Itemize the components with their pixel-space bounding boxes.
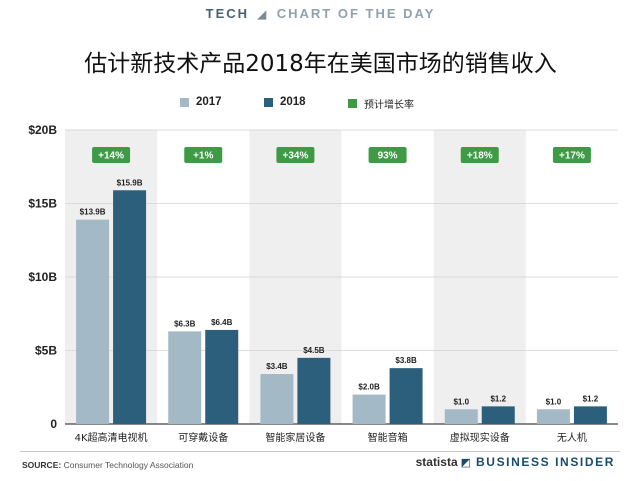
growth-label-3: 93% [378, 151, 398, 162]
x-tick-label-5: 无人机 [557, 431, 587, 444]
data-label-2017-4: $1.0 [453, 397, 469, 406]
y-tick-label-1: $5B [35, 344, 57, 358]
brand-logos: statista ◩ BUSINESS INSIDER [416, 455, 615, 469]
bar-2017-0 [76, 219, 110, 424]
legend-swatch-growth [348, 99, 357, 108]
chart-of-the-day-header: TECH ◢ CHART OF THE DAY [0, 6, 641, 21]
footer-divider [20, 451, 620, 452]
legend-swatch-2018 [264, 97, 273, 107]
bar-2018-3 [389, 368, 423, 424]
y-tick-label-2: $10B [28, 270, 57, 284]
bar-2017-3 [352, 394, 386, 424]
data-label-2018-4: $1.2 [490, 394, 506, 403]
bar-2018-4 [481, 406, 515, 424]
growth-badge-0 [92, 147, 131, 163]
source-text: Consumer Technology Association [63, 460, 194, 470]
legend-label-2018: 2018 [280, 96, 306, 108]
legend-label-2017: 2017 [196, 96, 222, 108]
growth-badge-3 [368, 147, 407, 163]
data-label-2018-0: $15.9B [117, 178, 143, 187]
growth-badge-2 [276, 147, 315, 163]
y-tick-label-4: $20B [28, 123, 57, 137]
header-chart-of-the-day: CHART OF THE DAY [276, 6, 436, 21]
data-label-2017-2: $3.4B [266, 362, 288, 371]
data-label-2018-2: $4.5B [303, 346, 325, 355]
header-separator-icon: ◢ [257, 9, 269, 21]
data-label-2017-1: $6.3B [174, 319, 196, 328]
header-tech: TECH [205, 6, 250, 21]
data-label-2018-3: $3.8B [395, 356, 417, 365]
x-tick-label-0: 4K超高清电视机 [75, 431, 148, 444]
legend-item-2017: 2017 [180, 96, 222, 108]
bar-2017-5 [536, 409, 570, 424]
growth-label-4: +18% [467, 151, 493, 162]
statista-wave-icon: ◩ [460, 456, 472, 469]
bar-2018-1 [205, 329, 239, 424]
data-label-2017-5: $1.0 [546, 397, 562, 406]
statista-logo: statista [415, 455, 458, 469]
business-insider-logo: BUSINESS INSIDER [476, 455, 615, 469]
growth-label-5: +17% [559, 151, 585, 162]
legend-item-growth: 预计增长率 [348, 96, 414, 111]
growth-badge-4 [460, 147, 499, 163]
x-tick-label-3: 智能音箱 [368, 431, 408, 444]
growth-badge-1 [184, 147, 223, 163]
bar-2018-5 [573, 406, 607, 424]
growth-badge-5 [552, 147, 591, 163]
bar-2017-4 [444, 409, 478, 424]
bar-2018-2 [297, 357, 331, 424]
legend-label-growth: 预计增长率 [364, 100, 414, 111]
bar-2018-0 [113, 190, 147, 424]
growth-label-0: +14% [98, 151, 124, 162]
data-label-2017-0: $13.9B [80, 208, 106, 217]
legend-item-2018: 2018 [264, 96, 306, 108]
bar-2017-2 [260, 374, 294, 424]
x-tick-label-2: 智能家居设备 [265, 431, 325, 444]
x-tick-label-4: 虚拟现实设备 [450, 431, 510, 444]
growth-label-1: +1% [193, 151, 213, 162]
y-tick-label-0: 0 [50, 417, 57, 431]
y-tick-label-3: $15B [28, 197, 57, 211]
data-label-2018-5: $1.2 [583, 394, 599, 403]
data-label-2017-3: $2.0B [358, 383, 380, 392]
chart-title: 估计新技术产品2018年在美国市场的销售收入 [84, 51, 557, 77]
x-tick-label-1: 可穿戴设备 [178, 431, 228, 444]
growth-label-2: +34% [282, 151, 308, 162]
data-label-2018-1: $6.4B [211, 318, 233, 327]
source-label: SOURCE: [22, 460, 62, 470]
legend-swatch-2017 [180, 97, 189, 107]
bar-2017-1 [168, 331, 202, 424]
source-note: SOURCE: Consumer Technology Association [22, 460, 193, 470]
